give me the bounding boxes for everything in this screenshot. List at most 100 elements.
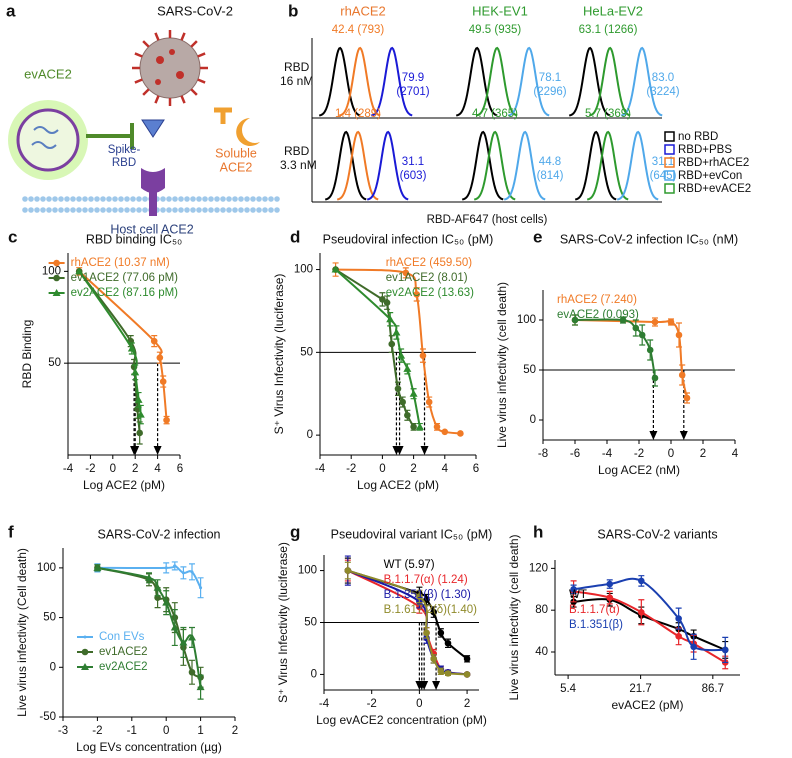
data-point [638,331,646,339]
y-tick-label: 100 [294,264,313,276]
x-tick-label: -4 [315,463,326,475]
x-tick-label: 4 [442,463,449,475]
y-tick-label: 50 [43,612,56,624]
data-point [433,423,441,431]
host-label: Host cell ACE2 [110,222,193,236]
histogram-curve [616,130,659,201]
lipid [262,207,268,213]
legend-marker [53,259,60,267]
lipid [76,207,82,213]
data-point [156,354,164,361]
y-tick-label: 100 [517,314,536,326]
x-tick-label: -1 [127,725,137,737]
data-point [383,299,391,306]
lipid [94,196,100,202]
lipid [238,207,244,213]
legend-label: B.1.617.2(δ)(1.40) [384,604,478,616]
flow-annotation: (645) [650,170,677,182]
data-point [388,340,396,348]
data-point [404,411,411,419]
x-tick-label: -2 [92,725,102,737]
legend-label: B.1.351(β) (1.30) [384,589,471,601]
histogram-curve [370,46,413,117]
legend-label: B.1.1.7(α) [569,604,620,616]
legend-swatch [664,170,675,181]
data-point [675,331,683,339]
lipid [100,196,106,202]
x-tick-label: -8 [538,448,548,460]
virus-spike [154,32,160,41]
legend-marker [52,289,61,296]
lipid [28,196,34,202]
virus-spike [142,40,150,48]
lipid [244,207,250,213]
data-point [632,324,640,332]
panel-label: a [6,1,16,20]
x-tick-label: 2 [700,448,706,460]
legend-label: RBD+evACE2 [678,183,751,195]
x-tick-label: 86.7 [702,683,724,695]
virus-spike [197,52,206,58]
data-point [444,639,452,647]
legend-label: RBD+evCon [678,170,742,182]
ev-body [16,108,80,172]
row-label: RBD [284,60,310,74]
lipid [34,207,40,213]
x-tick-label: 2 [132,463,138,475]
lipid [88,196,94,202]
host-ace2 [141,168,165,193]
flow-annotation: 78.1 [539,72,561,84]
panel-label: f [8,522,14,541]
lipid [124,207,130,213]
lipid [160,207,166,213]
lipid [88,207,94,213]
lipid [214,207,220,213]
legend-label: rhACE2 (459.50) [386,257,472,269]
y-tick-label: 40 [535,646,548,658]
x-tick-label: -2 [85,463,95,475]
lipid [52,196,58,202]
legend-label: Con EVs [99,631,145,643]
histogram-curve [473,130,516,201]
lipid [136,196,142,202]
lipid [214,196,220,202]
lipid [172,207,178,213]
data-point [425,398,433,406]
x-tick-label: 2 [410,463,416,475]
data-point [423,629,430,637]
flow-annotation: (3224) [646,86,679,98]
ic50-arrowhead [679,431,688,440]
data-point [430,655,437,663]
data-point [136,410,145,418]
legend-label: ev1ACE2 (77.06 pM) [71,272,179,284]
legend-marker [81,663,89,670]
legend-label: rhACE2 (10.37 nM) [71,257,170,269]
virus-spike [142,88,150,96]
y-tick-label: 0 [530,414,536,426]
soluble-ace2-icon [214,107,232,124]
data-point [331,265,340,273]
lipid [118,196,124,202]
lipid [220,207,226,213]
histogram-curve [620,46,663,117]
y-axis-label: Live virus infectivity (cell death) [507,534,521,700]
x-tick-label: -6 [570,448,580,460]
virus-spike [180,95,186,104]
ic50-arrowhead [131,446,140,455]
data-point [163,416,170,424]
lipid [196,196,202,202]
lipid [22,207,28,213]
soluble-label: Soluble [215,146,257,160]
data-point [430,608,437,616]
ev-label: evACE2 [24,66,72,81]
data-point [463,655,471,663]
chart-title: SARS-CoV-2 variants [597,527,717,541]
legend-swatch [664,157,675,168]
diagram: a SARS-CoV-2 evACE2 Spike- RBD Soluble A… [6,1,280,236]
y-tick-label: 0 [307,429,313,441]
data-point [638,608,645,616]
panel-label: c [8,227,17,246]
ic50-arrowhead [649,431,658,440]
